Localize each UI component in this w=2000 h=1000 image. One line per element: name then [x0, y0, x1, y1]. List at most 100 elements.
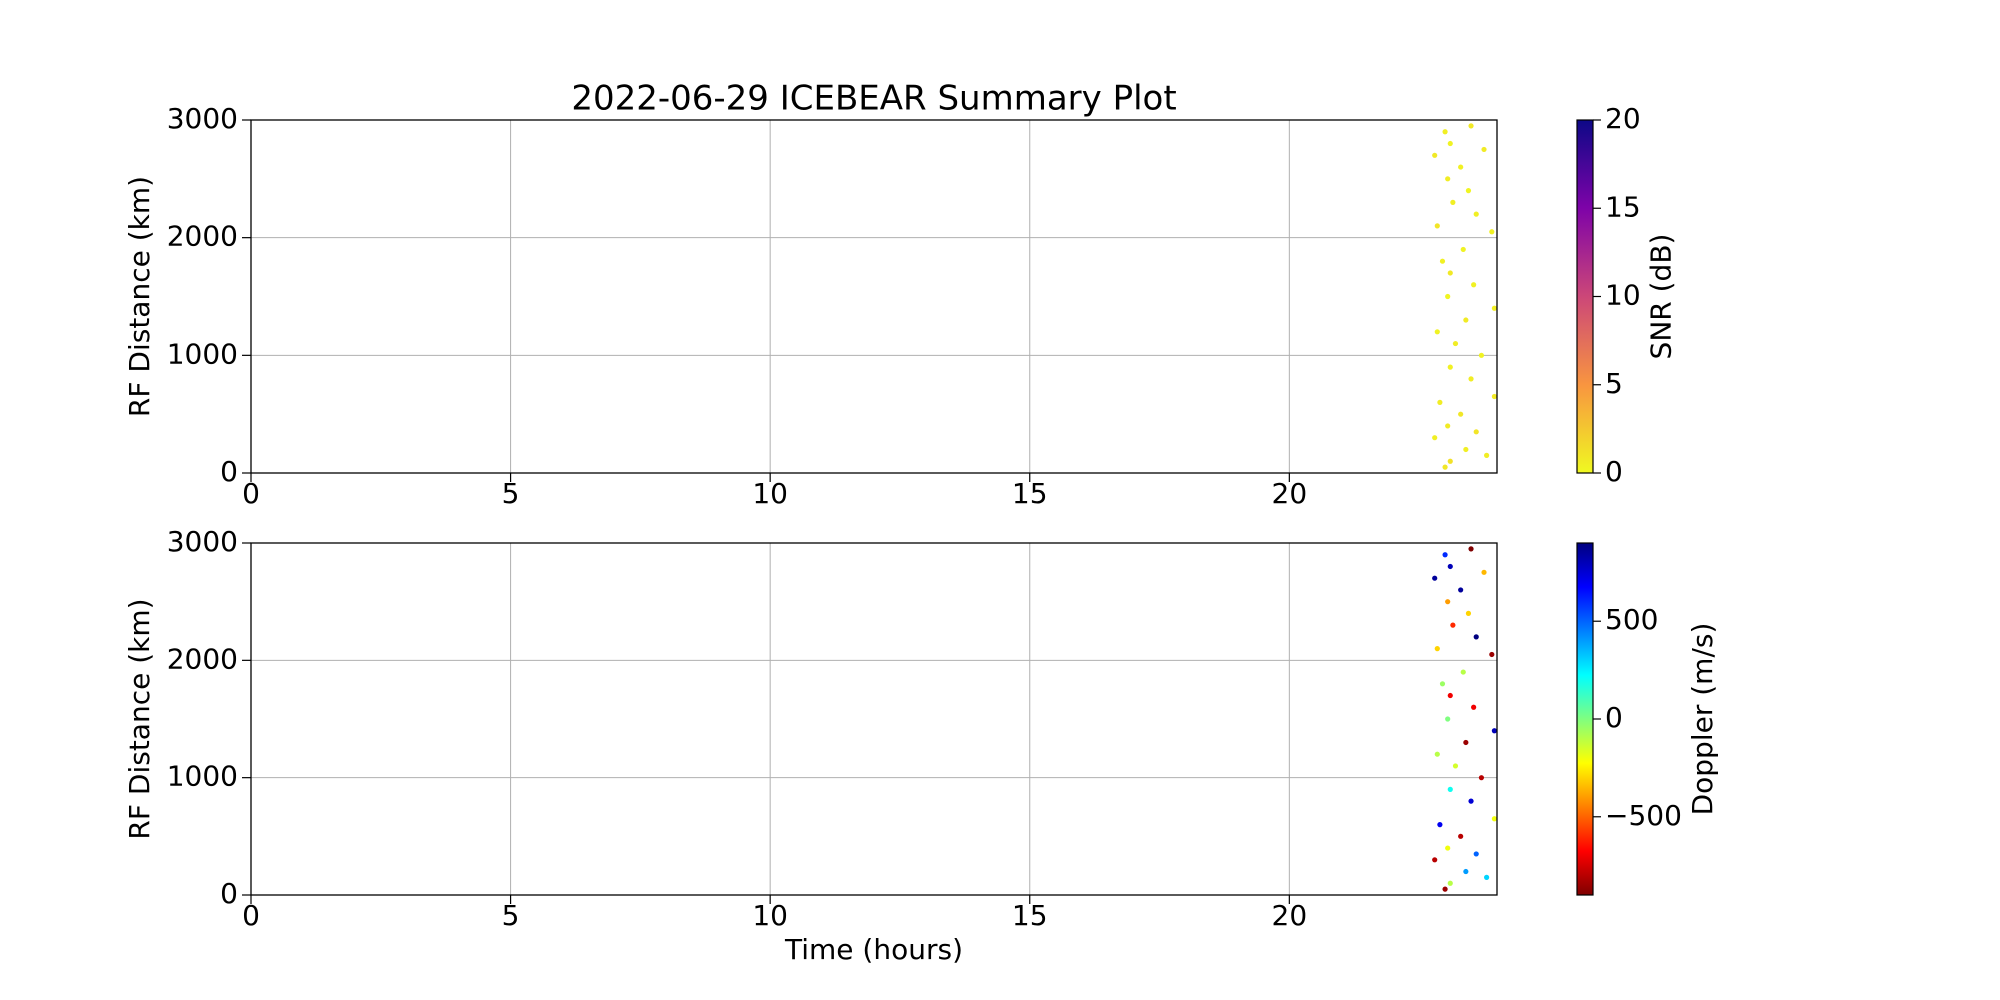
data-point	[1450, 622, 1456, 628]
data-point	[1437, 399, 1443, 405]
y-tick-label: 0	[220, 455, 238, 488]
colorbar-label: SNR (dB)	[1645, 234, 1678, 360]
y-axis-label: RF Distance (km)	[123, 598, 156, 839]
colorbar-tick-label: 0	[1605, 455, 1623, 488]
data-point	[1447, 140, 1453, 147]
data-point	[1473, 634, 1479, 640]
data-point	[1442, 464, 1448, 470]
x-tick-label: 15	[1012, 477, 1048, 510]
data-point	[1452, 763, 1459, 769]
data-point	[1463, 446, 1469, 453]
data-point	[1491, 816, 1498, 822]
data-point	[1458, 833, 1464, 839]
data-point	[1439, 681, 1446, 687]
colorbar	[1576, 119, 1594, 474]
y-tick-label: 3000	[167, 102, 238, 135]
data-point	[1442, 129, 1448, 135]
axes-frame	[250, 542, 1498, 896]
data-point	[1468, 546, 1474, 552]
data-point	[1450, 199, 1456, 205]
x-tick-label: 10	[752, 899, 788, 932]
data-point	[1478, 352, 1485, 358]
y-axis-label: RF Distance (km)	[123, 176, 156, 417]
data-point	[1447, 880, 1453, 886]
data-point	[1463, 317, 1469, 323]
data-point	[1460, 246, 1466, 253]
data-point	[1452, 340, 1459, 347]
data-point	[1458, 411, 1464, 417]
data-point	[1447, 563, 1453, 570]
data-point	[1445, 176, 1451, 182]
colorbar-tick-label: −500	[1605, 799, 1682, 832]
data-point	[1434, 329, 1440, 335]
data-point	[1445, 845, 1451, 851]
data-point	[1458, 587, 1464, 593]
data-point	[1434, 223, 1440, 229]
x-axis-label: Time (hours)	[784, 933, 963, 966]
data-point	[1432, 857, 1438, 863]
data-point	[1447, 458, 1453, 464]
data-point	[1460, 669, 1466, 675]
y-tick-label: 1000	[167, 760, 238, 793]
colorbar-tick-label: 500	[1605, 603, 1658, 636]
data-point	[1484, 452, 1490, 458]
data-point	[1481, 146, 1487, 153]
y-tick-label: 2000	[167, 642, 238, 675]
data-point	[1491, 305, 1498, 311]
chart-title: 2022-06-29 ICEBEAR Summary Plot	[571, 79, 1176, 119]
data-point	[1489, 229, 1495, 235]
x-tick-label: 20	[1272, 899, 1308, 932]
data-point	[1432, 575, 1438, 581]
data-point	[1445, 599, 1451, 605]
data-point	[1445, 716, 1451, 722]
axes-frame	[250, 119, 1498, 474]
data-point	[1447, 692, 1453, 699]
x-tick-label: 5	[502, 477, 520, 510]
data-point	[1471, 282, 1477, 288]
data-point	[1465, 610, 1472, 617]
data-point	[1445, 293, 1451, 300]
colorbar-label: Doppler (m/s)	[1686, 623, 1719, 816]
y-tick-label: 3000	[167, 525, 238, 558]
data-point	[1471, 704, 1477, 710]
data-point	[1465, 188, 1472, 194]
colorbar-tick-label: 20	[1605, 102, 1641, 135]
data-point	[1437, 822, 1443, 828]
data-point	[1473, 429, 1479, 435]
data-point	[1447, 270, 1453, 276]
colorbar-tick-label: 15	[1605, 190, 1641, 223]
data-point	[1481, 569, 1487, 575]
data-point	[1447, 364, 1453, 370]
data-point	[1434, 751, 1440, 757]
data-point	[1468, 123, 1474, 129]
data-point	[1432, 435, 1438, 441]
data-point	[1491, 393, 1498, 400]
x-tick-label: 0	[242, 477, 260, 510]
y-tick-label: 1000	[167, 337, 238, 370]
data-point	[1445, 423, 1451, 429]
data-point	[1468, 798, 1474, 804]
colorbar-tick-label: 0	[1605, 701, 1623, 734]
colorbar-tick-label: 5	[1605, 367, 1623, 400]
colorbar-tick-label: 10	[1605, 279, 1641, 312]
data-point	[1468, 376, 1474, 382]
x-tick-label: 15	[1012, 899, 1048, 932]
data-point	[1491, 728, 1498, 734]
data-point	[1432, 152, 1438, 158]
data-point	[1439, 258, 1446, 264]
data-point	[1463, 868, 1469, 875]
data-point	[1458, 164, 1464, 170]
x-tick-label: 10	[752, 477, 788, 510]
data-point	[1447, 786, 1453, 793]
data-point	[1484, 874, 1490, 881]
data-point	[1478, 775, 1485, 781]
x-tick-label: 0	[242, 899, 260, 932]
data-point	[1473, 851, 1479, 857]
data-point	[1489, 651, 1495, 658]
data-point	[1473, 211, 1479, 217]
data-point	[1442, 886, 1448, 892]
x-tick-label: 20	[1272, 477, 1308, 510]
data-point	[1442, 552, 1448, 558]
data-point	[1463, 739, 1469, 746]
